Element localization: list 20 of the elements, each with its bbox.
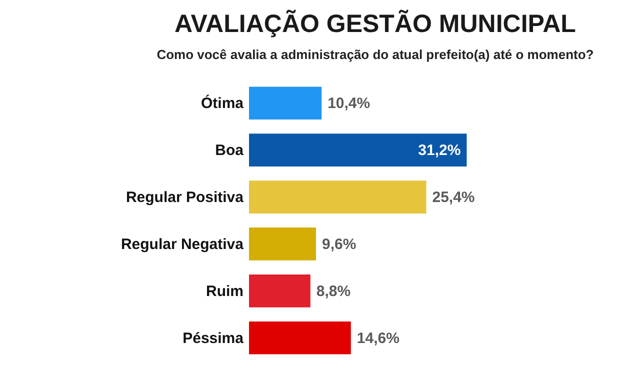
data-label: 31,2%	[418, 142, 461, 160]
y-tick-label: Péssima	[182, 330, 244, 347]
bar	[249, 321, 351, 354]
data-label: 10,4%	[328, 95, 370, 112]
data-label: 25,4%	[432, 189, 475, 206]
bar	[249, 134, 467, 167]
y-tick-label: Ótima	[200, 94, 244, 112]
chart-subtitle: Como você avalia a administração do atual prefeito(a) até o momento?	[156, 47, 594, 62]
y-tick-label: Boa	[215, 142, 244, 160]
y-tick-label: Regular Negativa	[120, 236, 244, 253]
bar	[249, 274, 310, 308]
bar	[249, 228, 316, 260]
y-tick-label: Ruim	[206, 282, 244, 300]
chart-title: AVALIAÇÃO GESTÃO MUNICIPAL	[174, 9, 576, 38]
data-label: 14,6%	[356, 330, 400, 347]
data-label: 9,6%	[322, 236, 356, 253]
bar	[249, 86, 322, 120]
y-tick-label: Regular Positiva	[126, 189, 244, 206]
bar	[249, 180, 426, 214]
data-label: 8,8%	[316, 282, 351, 300]
